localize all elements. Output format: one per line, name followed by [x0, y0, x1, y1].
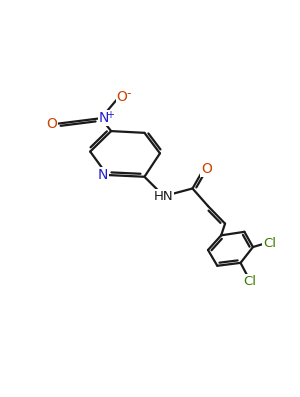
Text: O: O — [201, 162, 212, 176]
Text: N: N — [99, 111, 109, 125]
Text: Cl: Cl — [263, 237, 276, 250]
Text: Cl: Cl — [244, 275, 257, 288]
Text: O: O — [117, 90, 128, 104]
Text: -: - — [126, 87, 131, 100]
Text: HN: HN — [154, 190, 173, 203]
Text: N: N — [98, 168, 108, 182]
Text: O: O — [46, 117, 57, 131]
Text: +: + — [106, 110, 114, 120]
